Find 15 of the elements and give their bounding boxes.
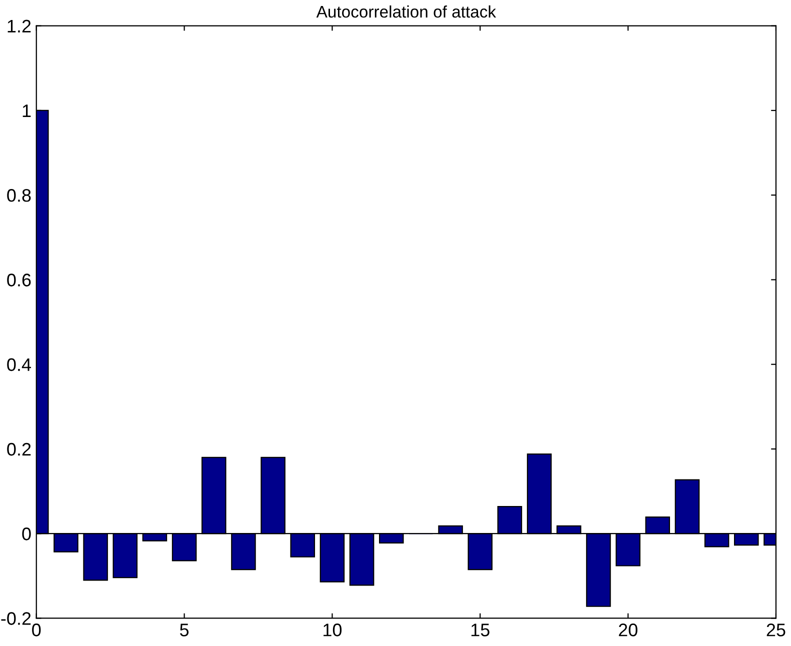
y-tick-label: -0.2 [1, 612, 31, 625]
y-tick-label: 0 [22, 528, 31, 540]
y-tick-label: 0.6 [7, 274, 31, 286]
x-tick-label: 10 [324, 624, 342, 636]
chart-title: Autocorrelation of attack [316, 5, 496, 18]
y-tick-label: 1.2 [8, 20, 31, 32]
y-tick-label: 0.2 [7, 442, 31, 456]
x-tick-label: 15 [471, 624, 490, 636]
y-tick-label: 1 [22, 104, 31, 118]
x-tick-label: 0 [32, 624, 41, 636]
y-tick-label: 0.4 [7, 358, 31, 372]
x-tick-label: 5 [180, 624, 189, 636]
x-tick-label: 25 [766, 624, 786, 636]
x-tick-label: 20 [618, 624, 638, 636]
y-tick-label: 0.8 [7, 189, 31, 202]
